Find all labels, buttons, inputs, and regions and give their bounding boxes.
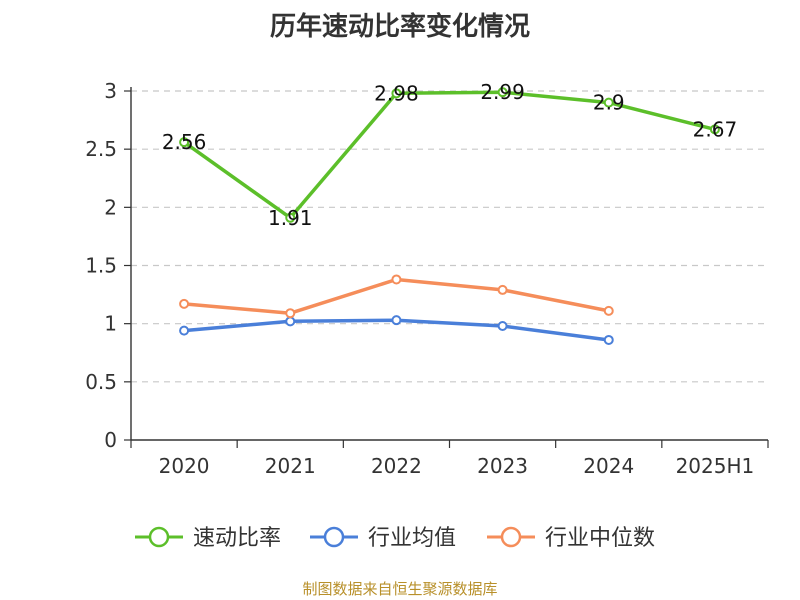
legend-swatch-marker [500, 526, 522, 548]
x-tick-label: 2020 [159, 454, 210, 478]
series-line [183, 277, 610, 315]
data-point [603, 305, 614, 316]
x-tick-label: 2023 [477, 454, 528, 478]
data-point [179, 298, 190, 309]
legend-swatch-marker [323, 526, 345, 548]
y-tick-label: 2 [104, 195, 117, 219]
y-tick-label: 1.5 [85, 254, 117, 278]
chart-title: 历年速动比率变化情况 [269, 12, 530, 42]
data-label: 2.56 [162, 130, 207, 154]
series-line [183, 90, 716, 220]
legend-label: 行业中位数 [545, 526, 655, 551]
data-point [179, 137, 190, 148]
data-point [391, 274, 402, 285]
data-point [497, 87, 508, 98]
x-tick-label: 2024 [583, 454, 634, 478]
y-tick-label: 1 [104, 312, 117, 336]
data-point [709, 124, 720, 135]
data-point [179, 325, 190, 336]
y-tick-label: 2.5 [85, 137, 117, 161]
y-tick-label: 0.5 [85, 370, 117, 394]
data-point [285, 308, 296, 319]
y-tick-label: 0 [104, 428, 117, 452]
x-tick-label: 2025H1 [676, 454, 755, 478]
x-tick-label: 2021 [265, 454, 316, 478]
data-label: 2.67 [693, 117, 738, 141]
data-label: 2.98 [374, 81, 419, 105]
data-label: 2.99 [480, 80, 525, 104]
data-point [391, 315, 402, 326]
legend-label: 速动比率 [193, 526, 281, 551]
data-point [497, 284, 508, 295]
data-label: 2.9 [593, 91, 625, 115]
data-point [497, 320, 508, 331]
data-point [391, 88, 402, 99]
data-point [603, 97, 614, 108]
data-point [285, 212, 296, 223]
y-tick-label: 3 [104, 79, 117, 103]
data-point [285, 316, 296, 327]
data-point [603, 334, 614, 345]
data-label: 1.91 [268, 206, 313, 230]
legend-swatch-marker [148, 526, 170, 548]
source-note: 制图数据来自恒生聚源数据库 [302, 580, 498, 598]
legend-label: 行业均值 [368, 526, 456, 551]
x-tick-label: 2022 [371, 454, 422, 478]
